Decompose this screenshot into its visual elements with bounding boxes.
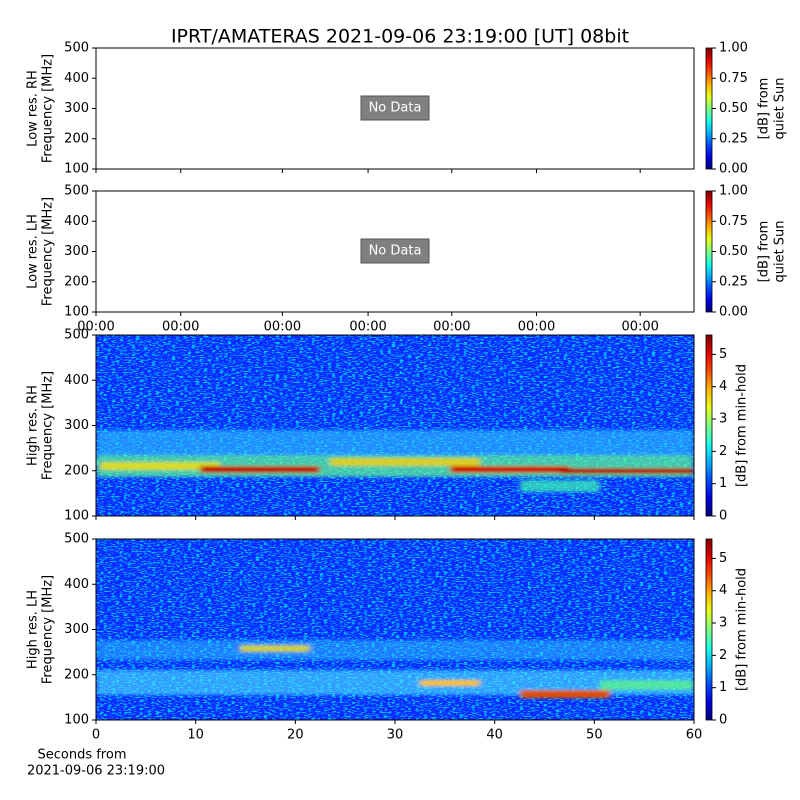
x-tick-label: 00:00 (264, 320, 301, 335)
colorbar (705, 538, 713, 721)
spectrogram-image (96, 539, 694, 720)
colorbar-tick-label: 5 (719, 347, 727, 362)
annotation-box (360, 95, 430, 121)
chart-title: IPRT/AMATERAS 2021-09-06 23:19:00 [UT] 0… (171, 26, 629, 48)
y-axis-label: Frequency [MHz] (41, 575, 56, 684)
y-tick-label: 200 (64, 463, 89, 478)
y-tick-label: 500 (64, 532, 89, 547)
colorbar-tick-label: 0.75 (719, 214, 748, 229)
y-tick-label: 300 (64, 244, 89, 259)
colorbar-tick-label: 0.50 (719, 244, 748, 259)
colorbar-tick-label: 1 (719, 476, 727, 491)
y-tick-label: 400 (64, 214, 89, 229)
colorbar-tick-label: 0.50 (719, 101, 748, 116)
x-tick-label: 50 (586, 728, 603, 743)
colorbar-tick-label: 3 (719, 616, 727, 631)
y-tick-label: 300 (64, 418, 89, 433)
colorbar-tick-label: 1.00 (719, 41, 748, 56)
x-axis-label: 2021-09-06 23:19:00 (27, 764, 165, 779)
spectrogram-image (96, 335, 694, 516)
y-axis-label: High res. LH (26, 590, 41, 669)
colorbar-tick-label: 0 (719, 713, 727, 728)
colorbar-tick-label: 2 (719, 648, 727, 663)
colorbar-tick-label: 0.25 (719, 131, 748, 146)
x-tick-label: 30 (387, 728, 404, 743)
x-tick-label: 40 (486, 728, 503, 743)
colorbar (705, 334, 713, 517)
x-tick-label: 00:00 (621, 320, 658, 335)
x-tick-label: 60 (686, 728, 703, 743)
colorbar-label: quiet Sun (773, 77, 788, 139)
y-tick-label: 400 (64, 577, 89, 592)
y-tick-label: 500 (64, 41, 89, 56)
y-axis-label: Frequency [MHz] (41, 54, 56, 163)
annotation-box (360, 238, 430, 264)
y-tick-label: 100 (64, 162, 89, 177)
colorbar-label: [dB] from min-hold (735, 568, 750, 691)
colorbar-tick-label: 4 (719, 379, 727, 394)
y-tick-label: 100 (64, 713, 89, 728)
annotation: No Data (369, 101, 422, 116)
colorbar-tick-label: 3 (719, 412, 727, 427)
colorbar-tick-label: 2 (719, 444, 727, 459)
y-tick-label: 200 (64, 131, 89, 146)
y-tick-label: 500 (64, 184, 89, 199)
colorbar-tick-label: 1.00 (719, 184, 748, 199)
colorbar (705, 47, 713, 170)
y-tick-label: 100 (64, 305, 89, 320)
y-axis-label: Low res. RH (26, 70, 41, 147)
y-axis-label: Low res. LH (26, 214, 41, 289)
x-axis-label: Seconds from (37, 748, 126, 763)
y-tick-label: 400 (64, 71, 89, 86)
x-tick-label: 00:00 (433, 320, 470, 335)
colorbar-tick-label: 0.25 (719, 274, 748, 289)
y-tick-label: 500 (64, 328, 89, 343)
colorbar-label: [dB] from min-hold (735, 364, 750, 487)
x-tick-label: 00:00 (518, 320, 555, 335)
colorbar (705, 190, 713, 313)
y-tick-label: 100 (64, 509, 89, 524)
colorbar-label: [dB] from (757, 78, 772, 140)
colorbar-tick-label: 0 (719, 509, 727, 524)
y-tick-label: 300 (64, 622, 89, 637)
y-axis-label: Frequency [MHz] (41, 371, 56, 480)
x-tick-label: 00:00 (162, 320, 199, 335)
y-tick-label: 300 (64, 101, 89, 116)
colorbar-tick-label: 0.00 (719, 162, 748, 177)
colorbar-label: quiet Sun (773, 220, 788, 282)
y-tick-label: 400 (64, 373, 89, 388)
colorbar-tick-label: 0.00 (719, 305, 748, 320)
y-axis-label: High res. RH (26, 385, 41, 466)
colorbar-tick-label: 5 (719, 551, 727, 566)
x-tick-label: 10 (187, 728, 204, 743)
colorbar-tick-label: 1 (719, 680, 727, 695)
x-tick-label: 00:00 (349, 320, 386, 335)
y-tick-label: 200 (64, 667, 89, 682)
y-axis-label: Frequency [MHz] (41, 197, 56, 306)
x-tick-label: 0 (92, 728, 100, 743)
colorbar-tick-label: 4 (719, 583, 727, 598)
annotation: No Data (369, 244, 422, 259)
colorbar-label: [dB] from (757, 221, 772, 283)
colorbar-tick-label: 0.75 (719, 71, 748, 86)
x-tick-label: 00:00 (77, 320, 114, 335)
y-tick-label: 200 (64, 274, 89, 289)
x-tick-label: 20 (287, 728, 304, 743)
